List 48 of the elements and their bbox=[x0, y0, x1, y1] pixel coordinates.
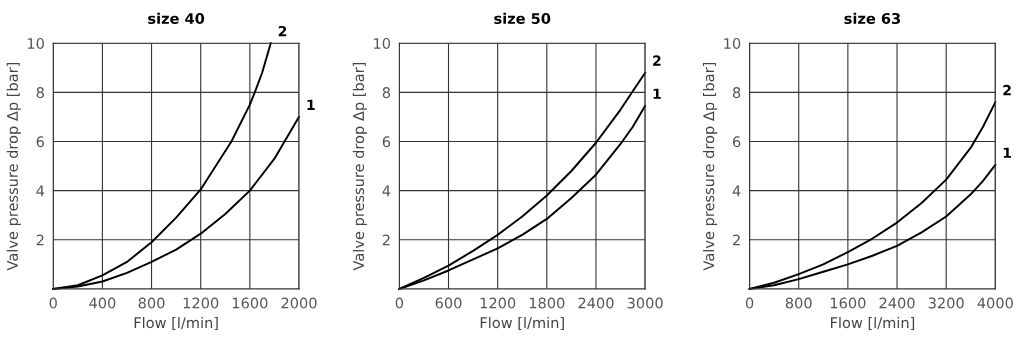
x-tick-label: 600 bbox=[435, 297, 462, 309]
chart-title: size 63 bbox=[844, 12, 900, 25]
x-tick-label: 800 bbox=[785, 297, 812, 309]
y-axis-title: Valve pressure drop Δp [bar] bbox=[352, 62, 367, 271]
y-tick-label: 10 bbox=[374, 37, 391, 49]
x-tick-label: 0 bbox=[49, 297, 57, 309]
y-tick-label: 2 bbox=[733, 234, 740, 246]
y-tick-label: 4 bbox=[36, 185, 45, 197]
x-tick-label: 2400 bbox=[578, 297, 614, 309]
series-label: 2 bbox=[1003, 84, 1011, 96]
series-label: 2 bbox=[278, 25, 287, 37]
x-tick-label: 4000 bbox=[977, 297, 1013, 309]
chart-title: size 40 bbox=[148, 12, 205, 25]
x-tick-label: 0 bbox=[395, 297, 404, 309]
x-tick-label: 800 bbox=[138, 297, 165, 309]
y-axis-title: Valve pressure drop Δp [bar] bbox=[703, 62, 718, 271]
y-tick-label: 4 bbox=[382, 185, 391, 197]
y-axis-title: Valve pressure drop Δp [bar] bbox=[6, 62, 21, 271]
series-label: 1 bbox=[307, 99, 315, 110]
y-tick-label: 6 bbox=[36, 136, 44, 148]
x-tick-label: 2400 bbox=[879, 297, 915, 309]
series-label: 2 bbox=[653, 55, 661, 66]
y-tick-label: 2 bbox=[36, 234, 44, 246]
y-tick-label: 4 bbox=[732, 185, 741, 197]
y-tick-label: 2 bbox=[382, 234, 390, 246]
x-axis-title: Flow [l/min] bbox=[480, 316, 564, 330]
y-tick-label: 8 bbox=[732, 87, 741, 99]
y-tick-label: 8 bbox=[382, 87, 391, 99]
x-tick-label: 1600 bbox=[232, 297, 268, 309]
x-axis-title: Flow [l/min] bbox=[134, 316, 218, 330]
x-tick-label: 3000 bbox=[627, 297, 663, 309]
x-tick-label: 1200 bbox=[183, 297, 219, 309]
y-tick-label: 6 bbox=[382, 136, 391, 148]
y-tick-label: 10 bbox=[724, 37, 741, 49]
x-tick-label: 3200 bbox=[928, 297, 964, 309]
x-tick-label: 1200 bbox=[480, 297, 516, 309]
x-tick-label: 0 bbox=[745, 297, 754, 309]
series-label: 1 bbox=[653, 88, 661, 99]
y-tick-label: 10 bbox=[27, 37, 44, 49]
x-tick-label: 2000 bbox=[281, 297, 317, 309]
series-label: 1 bbox=[1003, 147, 1011, 158]
x-tick-label: 1800 bbox=[529, 297, 565, 309]
y-tick-label: 6 bbox=[732, 136, 741, 148]
x-tick-label: 1600 bbox=[830, 297, 866, 309]
y-tick-label: 8 bbox=[36, 87, 44, 99]
chart-title: size 50 bbox=[494, 12, 551, 25]
x-axis-title: Flow [l/min] bbox=[831, 316, 915, 330]
x-tick-label: 400 bbox=[89, 297, 116, 309]
